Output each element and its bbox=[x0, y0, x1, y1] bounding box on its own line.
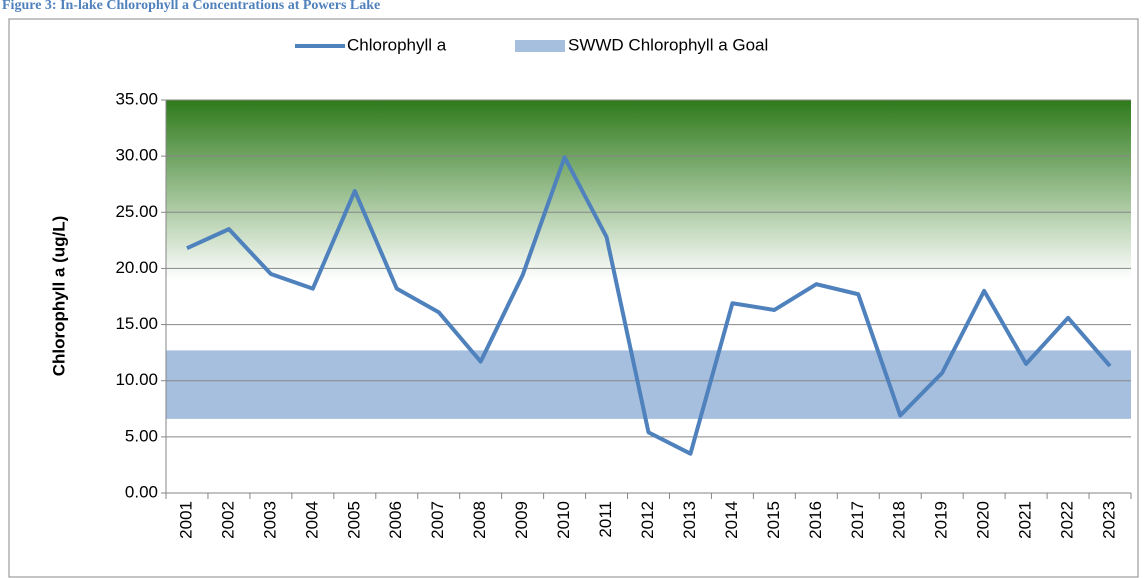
legend-label: Chlorophyll a bbox=[347, 35, 447, 54]
x-tick-label: 2021 bbox=[1016, 501, 1035, 539]
y-tick-label: 30.00 bbox=[115, 146, 158, 165]
y-tick-label: 5.00 bbox=[125, 426, 158, 445]
x-tick-label: 2019 bbox=[932, 501, 951, 539]
x-tick-label: 2001 bbox=[176, 501, 195, 539]
x-tick-label: 2006 bbox=[386, 501, 405, 539]
x-tick-label: 2004 bbox=[302, 501, 321, 539]
x-tick-label: 2003 bbox=[260, 501, 279, 539]
x-tick-label: 2015 bbox=[764, 501, 783, 539]
x-tick-label: 2002 bbox=[218, 501, 237, 539]
x-tick-label: 2022 bbox=[1058, 501, 1077, 539]
x-tick-label: 2011 bbox=[596, 501, 615, 538]
x-tick-label: 2018 bbox=[890, 501, 909, 539]
goal-band bbox=[166, 350, 1131, 419]
x-tick-label: 2010 bbox=[554, 501, 573, 539]
x-tick-label: 2014 bbox=[722, 501, 741, 539]
y-tick-label: 20.00 bbox=[115, 258, 158, 277]
x-tick-label: 2020 bbox=[974, 501, 993, 539]
x-tick-label: 2009 bbox=[512, 501, 531, 539]
data-line bbox=[186, 155, 1112, 456]
legend-swatch bbox=[515, 40, 565, 52]
chart-title: Figure 3: In-lake Chlorophyll a Concentr… bbox=[2, 0, 380, 13]
shading bbox=[166, 100, 1131, 280]
x-tick-label: 2005 bbox=[344, 501, 363, 539]
x-tick-label: 2012 bbox=[638, 501, 657, 539]
x-tick-label: 2016 bbox=[806, 501, 825, 539]
x-tick-label: 2023 bbox=[1100, 501, 1119, 539]
y-tick-label: 35.00 bbox=[115, 89, 158, 108]
legend-label: SWWD Chlorophyll a Goal bbox=[568, 35, 768, 54]
y-tick-label: 15.00 bbox=[115, 314, 158, 333]
y-tick-label: 0.00 bbox=[125, 482, 158, 501]
x-tick-label: 2007 bbox=[428, 501, 447, 539]
y-tick-label: 10.00 bbox=[115, 370, 158, 389]
y-axis-label: Chlorophyll a (ug/L) bbox=[49, 216, 68, 377]
x-tick-label: 2017 bbox=[848, 501, 867, 539]
x-tick-label: 2013 bbox=[680, 501, 699, 539]
x-tick-label: 2008 bbox=[470, 501, 489, 539]
y-tick-label: 25.00 bbox=[115, 202, 158, 221]
